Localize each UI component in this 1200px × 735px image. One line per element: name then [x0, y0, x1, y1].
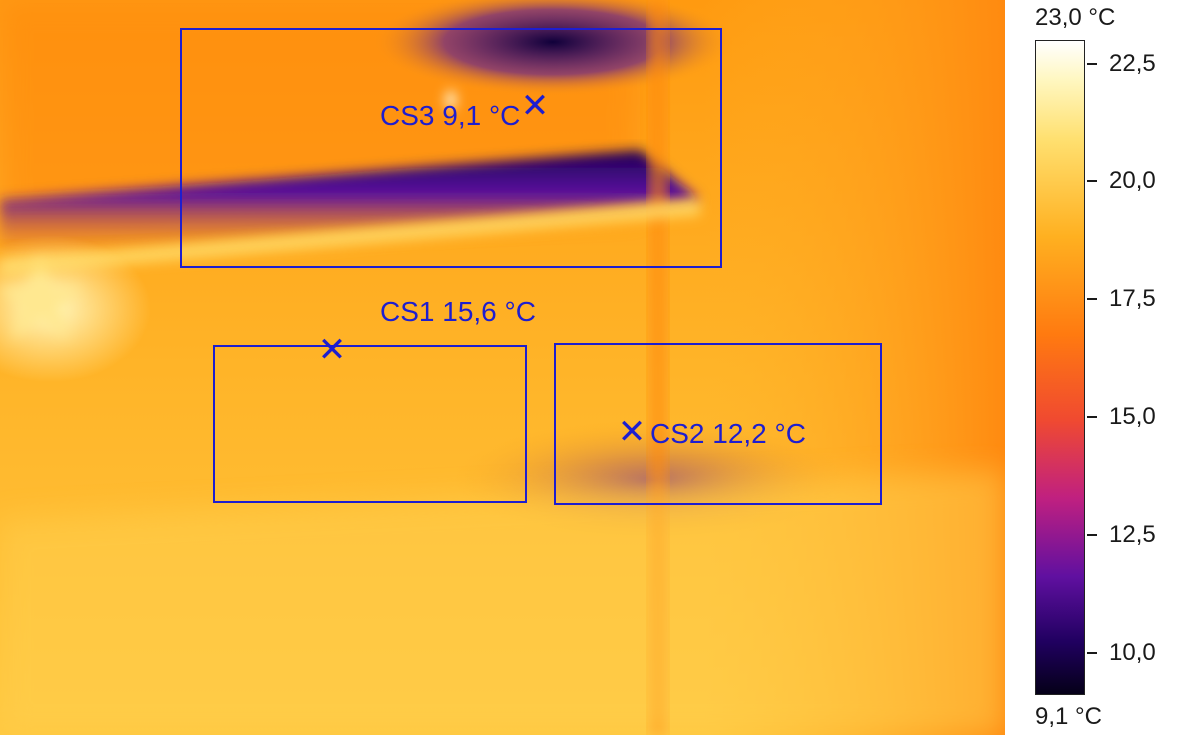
scale-min-label: 9,1 °C — [1035, 703, 1102, 731]
roi-box-cs3 — [180, 28, 722, 268]
roi-label-cs1: CS1 15,6 °C — [380, 296, 536, 328]
tick-mark-icon — [1087, 298, 1097, 300]
scale-bar-container: 22,520,017,515,012,510,0 — [1035, 40, 1085, 695]
tick-label: 20,0 — [1109, 167, 1156, 195]
roi-box-cs1 — [213, 345, 527, 503]
roi-marker-cs1: ✕ — [318, 333, 347, 367]
tick-label: 17,5 — [1109, 285, 1156, 313]
roi-marker-cs3: ✕ — [521, 89, 550, 123]
tick-mark-icon — [1087, 416, 1097, 418]
color-scale: 23,0 °C 22,520,017,515,012,510,0 9,1 °C — [1035, 0, 1200, 735]
tick-mark-icon — [1087, 652, 1097, 654]
roi-marker-cs2: ✕ — [618, 415, 647, 449]
scale-max-label: 23,0 °C — [1035, 4, 1115, 32]
tick-label: 10,0 — [1109, 639, 1156, 667]
annotation-layer: ✕CS3 9,1 °C✕CS1 15,6 °C✕CS2 12,2 °C — [0, 0, 1005, 735]
thermal-figure: ✕CS3 9,1 °C✕CS1 15,6 °C✕CS2 12,2 °C 23,0… — [0, 0, 1200, 735]
roi-label-cs3: CS3 9,1 °C — [380, 100, 520, 132]
tick-label: 22,5 — [1109, 50, 1156, 78]
tick-label: 12,5 — [1109, 521, 1156, 549]
tick-mark-icon — [1087, 180, 1097, 182]
tick-label: 15,0 — [1109, 403, 1156, 431]
tick-mark-icon — [1087, 63, 1097, 65]
scale-ticks: 22,520,017,515,012,510,0 — [1035, 40, 1085, 695]
roi-label-cs2: CS2 12,2 °C — [650, 418, 806, 450]
tick-mark-icon — [1087, 534, 1097, 536]
thermal-image: ✕CS3 9,1 °C✕CS1 15,6 °C✕CS2 12,2 °C — [0, 0, 1005, 735]
